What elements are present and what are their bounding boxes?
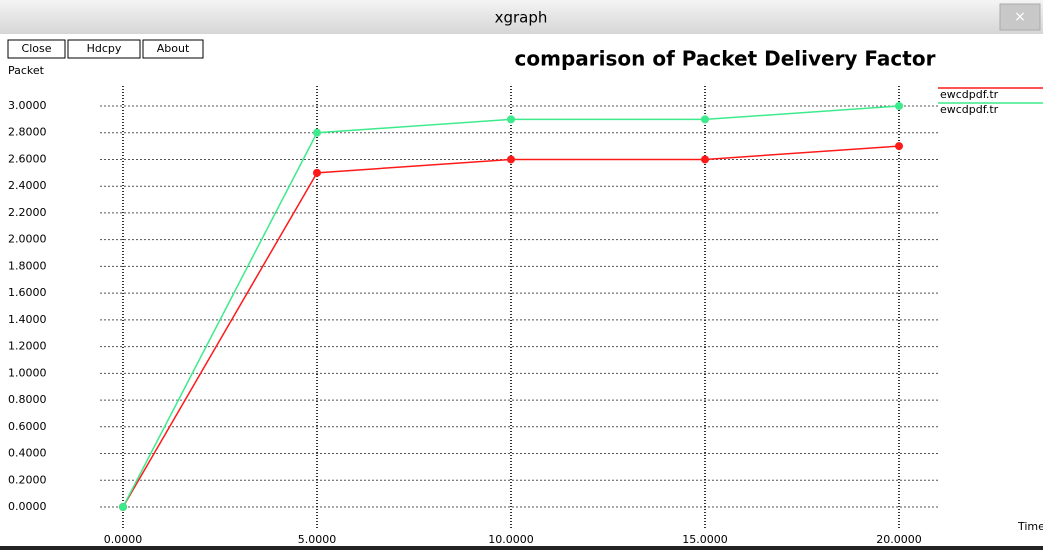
y-tick-label: 2.4000 xyxy=(8,179,47,192)
x-axis-label: Time xyxy=(1017,520,1043,533)
y-tick-label: 0.0000 xyxy=(8,500,47,513)
y-tick-label: 2.0000 xyxy=(8,233,47,246)
toolbar-button-label[interactable]: Close xyxy=(22,42,52,55)
chart-title: comparison of Packet Delivery Factor xyxy=(515,47,936,71)
data-point xyxy=(895,142,903,151)
data-point xyxy=(507,115,515,124)
y-tick-label: 1.6000 xyxy=(8,286,47,299)
close-icon[interactable]: × xyxy=(1014,9,1026,25)
y-tick-label: 2.8000 xyxy=(8,126,47,139)
toolbar-button[interactable] xyxy=(67,39,141,59)
window-title: xgraph xyxy=(495,9,548,27)
data-point xyxy=(119,503,127,511)
x-tick-label: 0.0000 xyxy=(104,533,143,546)
data-point xyxy=(313,168,321,177)
x-tick-label: 20.0000 xyxy=(876,533,922,546)
x-tick-label: 10.0000 xyxy=(488,533,534,546)
title-bar xyxy=(0,0,1043,34)
x-tick-label: 15.0000 xyxy=(682,533,728,546)
toolbar-button-label[interactable]: About xyxy=(157,42,190,55)
toolbar-button[interactable] xyxy=(142,39,204,59)
data-point xyxy=(895,102,903,110)
y-tick-label: 0.2000 xyxy=(8,473,47,486)
legend-label: ewcdpdf.tr xyxy=(940,103,999,116)
legend-label: ewcdpdf.tr xyxy=(940,88,999,101)
y-tick-label: 3.0000 xyxy=(8,99,47,112)
y-tick-label: 2.6000 xyxy=(8,152,47,165)
y-tick-label: 0.6000 xyxy=(8,420,47,433)
y-tick-label: 0.8000 xyxy=(8,393,47,406)
y-axis-label: Packet xyxy=(8,64,45,77)
data-point xyxy=(701,115,709,124)
toolbar-button[interactable] xyxy=(7,39,66,59)
y-tick-label: 0.4000 xyxy=(8,447,47,460)
y-tick-label: 1.0000 xyxy=(8,366,47,379)
data-point xyxy=(507,155,515,164)
y-tick-label: 1.4000 xyxy=(8,313,47,326)
toolbar-button-label[interactable]: Hdcpy xyxy=(87,42,122,55)
data-point xyxy=(313,128,321,137)
x-tick-label: 5.0000 xyxy=(298,533,337,546)
close-window-button[interactable] xyxy=(999,3,1041,31)
bottom-border xyxy=(0,546,1043,550)
data-point xyxy=(701,155,709,164)
y-tick-label: 1.2000 xyxy=(8,340,47,353)
y-tick-label: 2.2000 xyxy=(8,206,47,219)
y-tick-label: 1.8000 xyxy=(8,259,47,272)
